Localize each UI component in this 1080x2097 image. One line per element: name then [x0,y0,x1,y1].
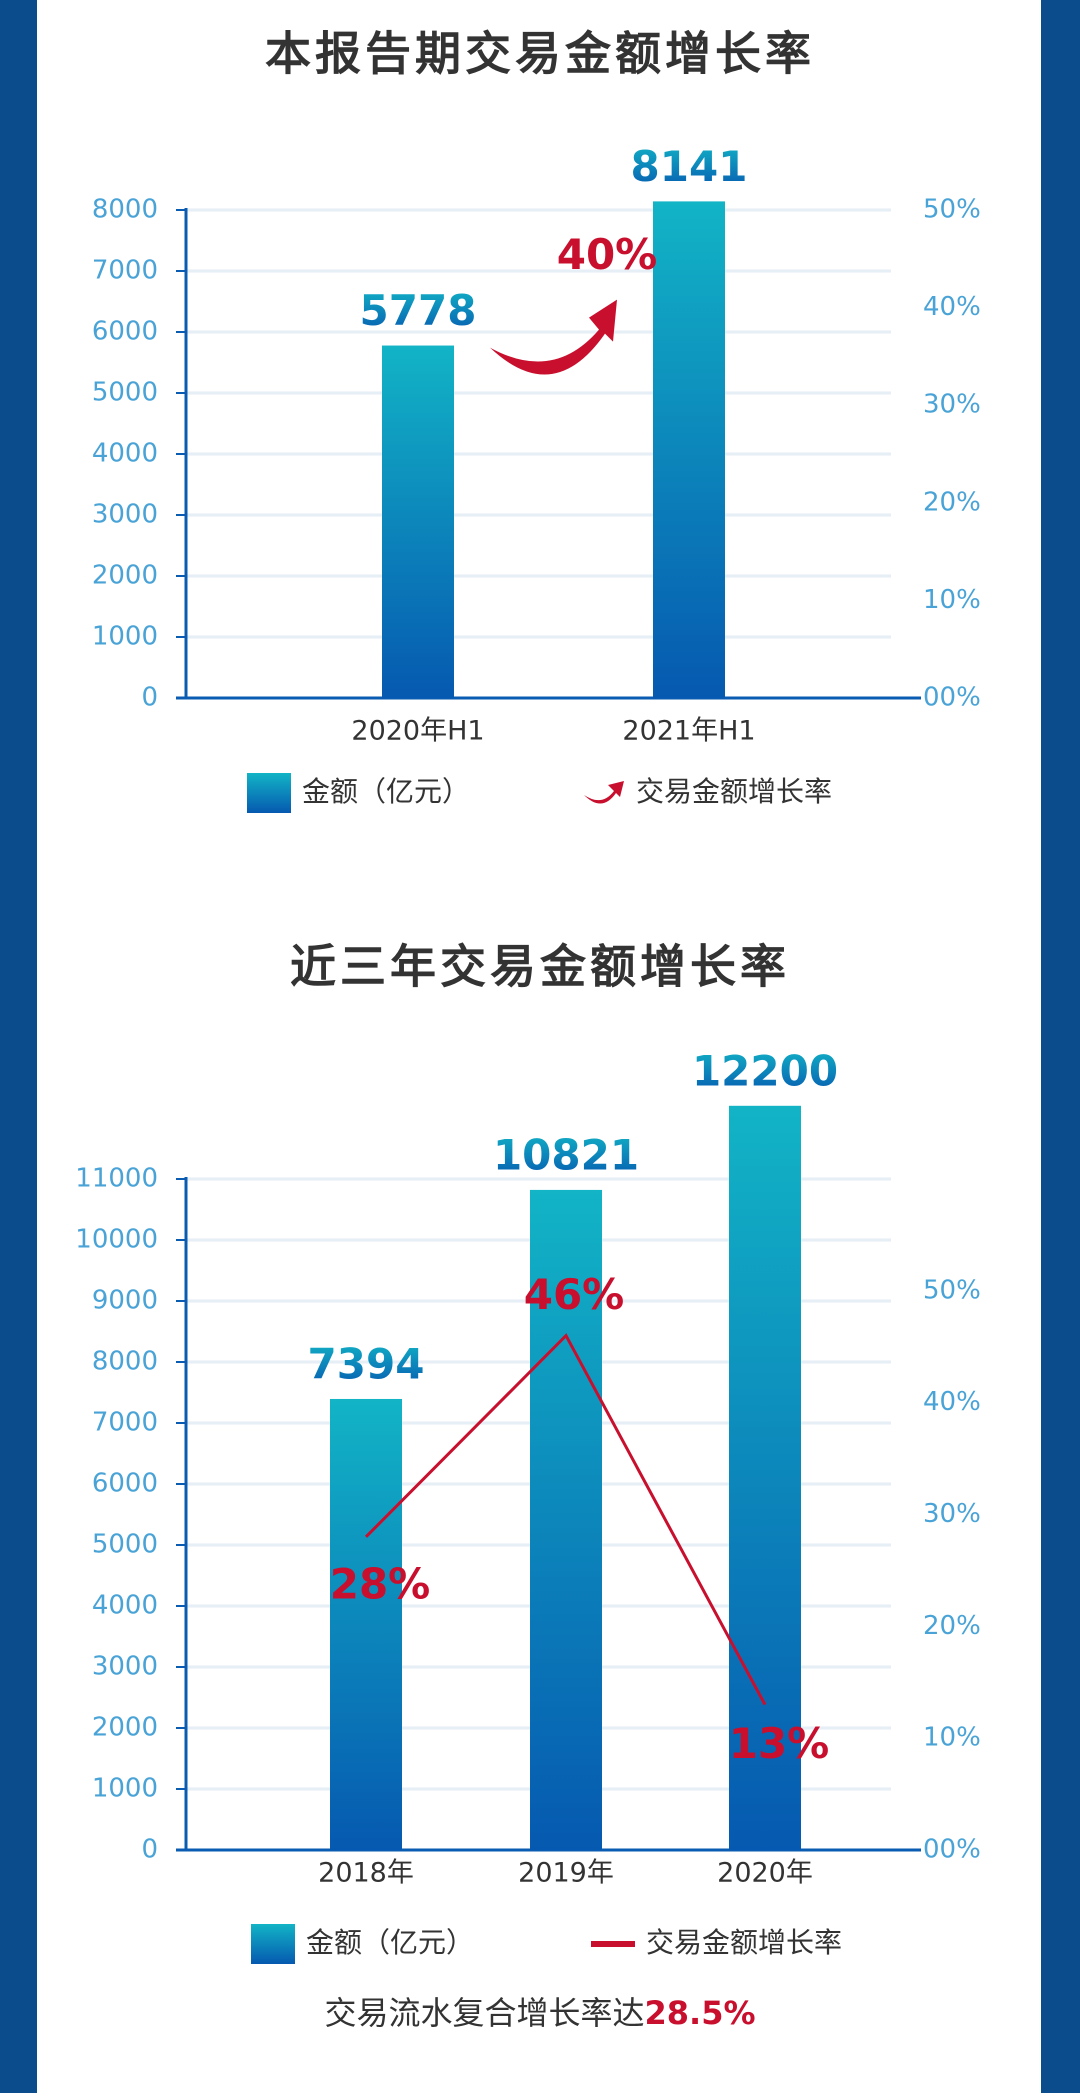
x-tick-label: 2020年 [717,1858,813,1889]
y-tick-label: 3000 [92,500,158,530]
bar-value-label: 8141 [631,142,748,191]
legend-label: 金额（亿元） [302,775,470,808]
y-tick-label: 5000 [92,1530,158,1560]
y-tick-label: 1000 [92,622,158,652]
footer: 交易流水复合增长率达28.5% [324,1994,755,2032]
footer-highlight: 28.5% [645,1994,756,2032]
legend-arrow [584,781,624,804]
bar-value-label: 7394 [308,1339,425,1388]
bar [330,1398,402,1850]
y-tick-label: 5000 [92,378,158,408]
y2-tick-label: 30% [923,390,981,420]
chart-title: 近三年交易金额增长率 [290,940,790,994]
y2-tick-label: 50% [923,195,981,225]
bar [382,345,454,698]
y-tick-label: 7000 [92,256,158,286]
y-tick-label: 6000 [92,1469,158,1499]
y-tick-label: 4000 [92,439,158,469]
legend-label: 交易金额增长率 [636,775,832,808]
y-tick-label: 1000 [92,1774,158,1804]
rate-label: 13% [729,1719,830,1768]
y2-tick-label: 30% [923,1499,981,1529]
y2-tick-label: 10% [923,1723,981,1753]
legend-label: 交易金额增长率 [646,1926,842,1959]
bar [653,201,725,699]
left-border [0,0,37,2093]
right-border [1041,0,1080,2093]
y-tick-label: 9000 [92,1286,158,1316]
y-tick-label: 10000 [75,1225,158,1255]
bar-value-label: 12200 [692,1046,838,1095]
x-tick-label: 2020年H1 [351,716,484,747]
y-tick-label: 6000 [92,317,158,347]
y-tick-label: 11000 [75,1164,158,1194]
y-tick-label: 3000 [92,1652,158,1682]
y2-tick-label: 40% [923,292,981,322]
legend-swatch [247,773,291,813]
y2-tick-label: 20% [923,487,981,517]
bar [729,1105,801,1850]
x-tick-label: 2019年 [518,1858,614,1889]
bar-value-label: 10821 [493,1130,639,1179]
y-tick-label: 2000 [92,561,158,591]
y-tick-label: 8000 [92,1347,158,1377]
y2-tick-label: 50% [923,1275,981,1305]
y-tick-label: 0 [141,683,158,713]
y2-tick-label: 00% [923,683,981,713]
bar [530,1189,602,1850]
y-tick-label: 8000 [92,195,158,225]
rate-label: 28% [330,1559,431,1608]
y2-tick-label: 10% [923,585,981,615]
x-tick-label: 2021年H1 [622,716,755,747]
legend-label: 金额（亿元） [306,1926,474,1959]
y-tick-label: 7000 [92,1408,158,1438]
y-tick-label: 4000 [92,1591,158,1621]
rate-label: 40% [557,230,658,279]
growth-arrow [490,299,617,375]
y2-tick-label: 20% [923,1611,981,1641]
y2-tick-label: 40% [923,1387,981,1417]
footer-text: 交易流水复合增长率达 [324,1994,644,2032]
x-tick-label: 2018年 [318,1858,414,1889]
chart-title: 本报告期交易金额增长率 [265,27,815,81]
y2-tick-label: 00% [923,1835,981,1865]
legend-swatch [251,1924,295,1964]
bar-value-label: 5778 [360,286,477,335]
y-tick-label: 2000 [92,1713,158,1743]
rate-line [364,1333,767,1706]
y-tick-label: 0 [141,1835,158,1865]
rate-label: 46% [524,1270,625,1319]
